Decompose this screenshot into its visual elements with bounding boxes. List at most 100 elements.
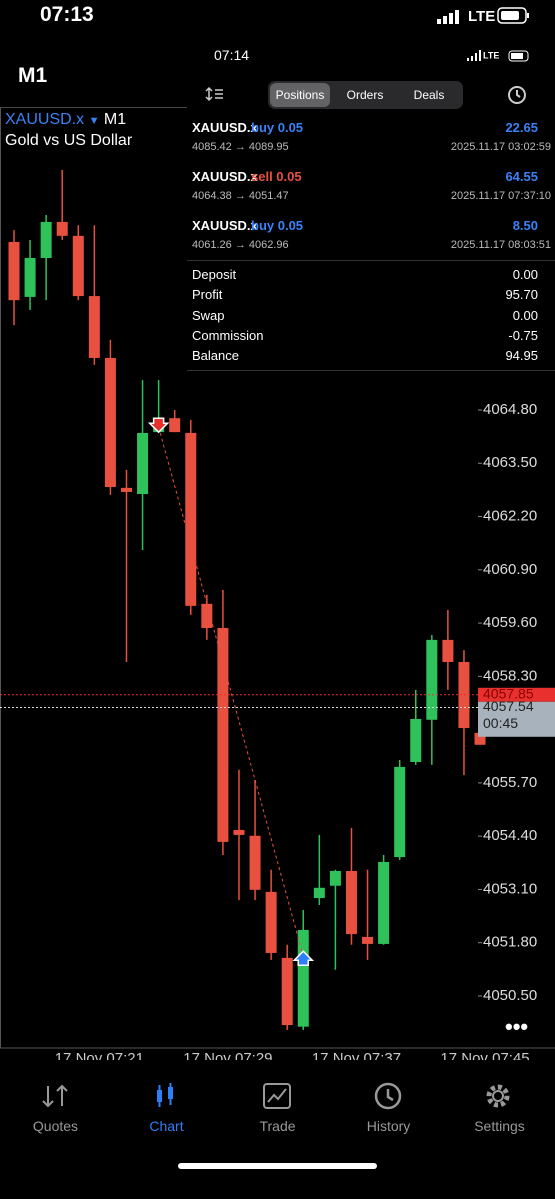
- candle-body: [362, 936, 374, 944]
- summary-label: Deposit: [192, 267, 237, 282]
- candle-body: [426, 639, 438, 720]
- x-tick-label: 17 Nov 07:29: [183, 1050, 272, 1060]
- ask-label: 4057.85: [483, 685, 534, 701]
- symbol-header[interactable]: XAUUSD.x ▼ M1: [5, 111, 126, 129]
- nav-label[interactable]: Chart: [149, 1118, 184, 1134]
- y-tick-label: 4064.80: [483, 401, 537, 418]
- history-icon[interactable]: [506, 84, 528, 106]
- positions-panel: 07:14 LTE Positions Orders Deals XAUUSD.…: [187, 38, 555, 371]
- tab[interactable]: Orders: [346, 88, 384, 102]
- y-tick-label: 4051.80: [483, 934, 537, 951]
- position-symbol: XAUUSD.x: [192, 169, 258, 184]
- position-prices: 4064.38 → 4051.47: [192, 190, 289, 202]
- position-side: buy 0.05: [251, 218, 304, 233]
- bid-label: 4057.54: [483, 698, 534, 714]
- battery-icon: [497, 7, 529, 24]
- nav-label[interactable]: Quotes: [32, 1118, 79, 1134]
- position-symbol: XAUUSD.x: [192, 120, 258, 135]
- home-indicator: [178, 1163, 377, 1169]
- nav-icons: [42, 1082, 510, 1110]
- bid-label-bg: [478, 701, 555, 737]
- y-tick-label: 4059.60: [483, 614, 537, 631]
- summary-value: 0.00: [512, 267, 538, 282]
- summary-value: 95.70: [505, 287, 538, 303]
- summary-label: Commission: [192, 327, 264, 343]
- nav-label[interactable]: Trade: [259, 1118, 296, 1134]
- position-prices: 4085.42 → 4089.95: [192, 141, 289, 153]
- y-tick-label: 4053.10: [483, 880, 537, 897]
- position-side: buy 0.05: [251, 120, 304, 135]
- candle-body: [458, 662, 470, 728]
- timeframe[interactable]: M1: [18, 64, 48, 87]
- candle-body: [249, 835, 261, 890]
- dropdown: ▼: [88, 115, 100, 127]
- y-tick-label: 4060.90: [483, 561, 537, 578]
- y-tick-label: 4050.50: [483, 987, 537, 1004]
- candle-body: [169, 418, 181, 433]
- position-symbol: XAUUSD.x: [192, 218, 258, 233]
- position-side: sell 0.05: [251, 169, 302, 184]
- candle-body: [345, 870, 357, 935]
- chart-icon[interactable]: [157, 1083, 173, 1107]
- position-profit: 8.50: [512, 218, 538, 233]
- candle-body: [8, 241, 20, 301]
- position-profit: 64.55: [505, 169, 538, 184]
- y-tick-label: 4055.70: [483, 774, 537, 791]
- divider: [0, 107, 187, 108]
- position-time: 2025.11.17 08:03:51: [450, 239, 551, 251]
- segmented-control: Positions Orders Deals: [268, 81, 463, 109]
- chart: 4064.80 4063.50 4062.20 4060.90 4059.60 4058.…: [0, 108, 555, 1060]
- y-tick-label: 4063.50: [483, 454, 537, 471]
- candle-body: [40, 221, 52, 258]
- nav-label[interactable]: Settings: [474, 1118, 525, 1134]
- symbol-timeframe: M1: [103, 111, 127, 128]
- countdown: 00:45: [483, 715, 518, 731]
- position-time: 2025.11.17 03:02:59: [450, 141, 551, 153]
- candle-body: [88, 296, 100, 358]
- network: LTE: [468, 8, 496, 25]
- candle-body: [329, 870, 341, 886]
- sort-icon[interactable]: [205, 86, 225, 102]
- ask-label-bg: [478, 687, 555, 702]
- more-menu[interactable]: •••: [505, 1014, 529, 1039]
- panel-time: 07:14: [214, 47, 250, 63]
- candle-body: [233, 830, 245, 835]
- quotes-icon[interactable]: [42, 1084, 68, 1108]
- trade-line: [158, 427, 304, 957]
- y-tick-label: 4058.30: [483, 667, 537, 684]
- candle-body: [185, 432, 197, 606]
- tab-selected: [270, 83, 330, 107]
- candle-body: [313, 887, 325, 899]
- candle-body: [378, 861, 390, 944]
- description: Gold vs US Dollar: [5, 132, 133, 149]
- summary-label: Balance: [192, 348, 239, 364]
- candle-body: [410, 718, 422, 762]
- summary-label: Swap: [192, 307, 225, 323]
- tab[interactable]: Deals: [413, 88, 445, 102]
- status-time: 07:13: [40, 3, 94, 26]
- divider: [187, 260, 555, 261]
- candle-body: [442, 639, 454, 663]
- svg-text:LTE: LTE: [483, 50, 499, 60]
- sell-marker: [147, 417, 170, 434]
- position-time: 2025.11.17 07:37:10: [450, 190, 551, 202]
- divider: [187, 370, 555, 371]
- candle-body: [137, 432, 149, 494]
- signal-icon: [437, 10, 459, 24]
- tab[interactable]: Positions: [275, 88, 325, 102]
- y-tick-label: 4054.40: [483, 827, 537, 844]
- summary-label: Profit: [192, 287, 223, 303]
- history-nav-icon[interactable]: [374, 1082, 402, 1110]
- position-prices: 4061.26 → 4062.96: [192, 239, 289, 251]
- x-tick-label: 17 Nov 07:37: [312, 1050, 401, 1060]
- settings-icon[interactable]: [486, 1084, 510, 1108]
- candle-body: [24, 257, 36, 297]
- candle-body: [297, 929, 309, 1027]
- x-tick-label: 17 Nov 07:21: [55, 1050, 144, 1060]
- buy-marker: [292, 950, 315, 966]
- nav-label[interactable]: History: [366, 1118, 411, 1134]
- summary-value: 94.95: [505, 348, 538, 364]
- candle-body: [394, 766, 406, 858]
- trade-icon[interactable]: [263, 1083, 291, 1109]
